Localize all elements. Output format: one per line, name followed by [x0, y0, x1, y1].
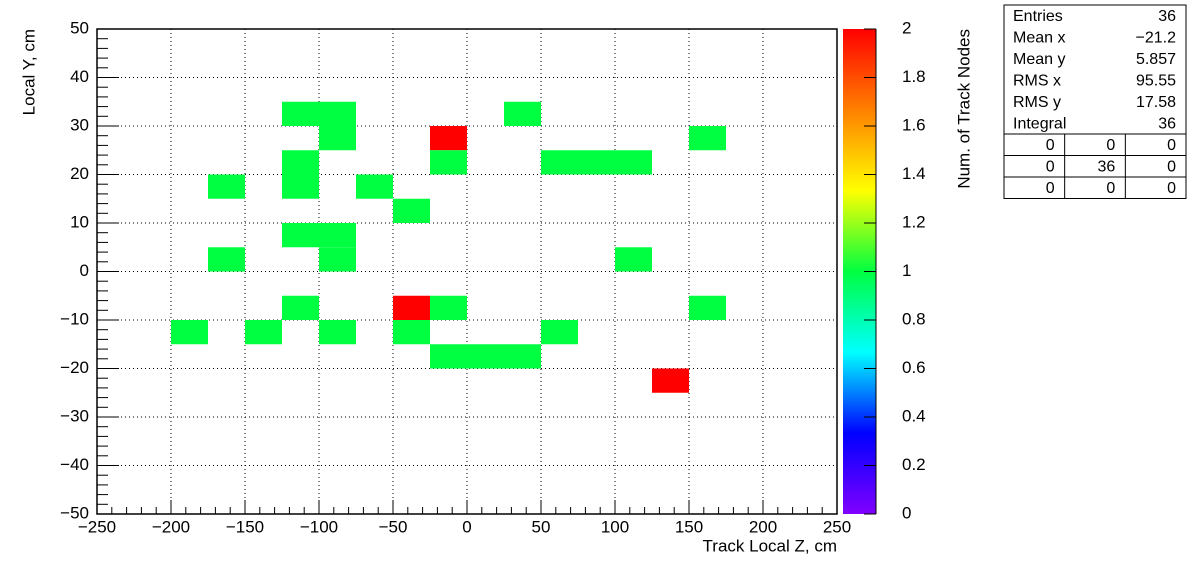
stat-value: 36 [1158, 115, 1176, 132]
overflow-count: 0 [1046, 158, 1055, 175]
heatmap-cell [282, 150, 319, 175]
stat-value: −21.2 [1136, 29, 1177, 46]
heatmap-cell [208, 174, 245, 199]
z-tick-label: 0 [902, 503, 911, 522]
heatmap-cell [319, 126, 356, 151]
heatmap-cell [430, 295, 467, 320]
stat-name: Mean y [1013, 51, 1065, 68]
z-tick-label: 1.6 [902, 115, 926, 134]
z-tick-label: 0.4 [902, 406, 926, 425]
stat-value: 5.857 [1136, 51, 1176, 68]
stat-name: Mean x [1013, 29, 1065, 46]
y-tick-label: 10 [70, 212, 89, 231]
heatmap-cell [430, 344, 467, 369]
x-tick-label: 150 [675, 517, 703, 536]
stat-name: RMS y [1013, 94, 1061, 111]
x-tick-label: 0 [462, 517, 471, 536]
heatmap-cell [282, 223, 319, 248]
heatmap-cell [282, 174, 319, 199]
stat-value: 36 [1158, 8, 1176, 25]
overflow-count: 0 [1167, 137, 1176, 154]
x-tick-label: 50 [532, 517, 551, 536]
overflow-count: 0 [1106, 137, 1115, 154]
z-axis-title: Num. of Track Nodes [954, 29, 973, 189]
heatmap-cell [393, 320, 430, 345]
y-tick-label: 20 [70, 164, 89, 183]
x-tick-label: −250 [78, 517, 116, 536]
y-tick-label: 0 [80, 261, 89, 280]
heatmap-cell [356, 174, 393, 199]
heatmap-cell [541, 150, 578, 175]
heatmap-cell [171, 320, 208, 345]
x-tick-label: −50 [379, 517, 408, 536]
z-tick-label: 1.4 [902, 164, 926, 183]
heatmap-cell [430, 150, 467, 175]
heatmap-cell [319, 101, 356, 126]
stat-name: RMS x [1013, 72, 1061, 89]
overflow-count: 0 [1046, 137, 1055, 154]
heatmap-cell [578, 150, 615, 175]
heatmap-cell [319, 247, 356, 272]
stat-name: Entries [1013, 8, 1063, 25]
heatmap-cell [393, 295, 430, 320]
x-tick-label: −100 [300, 517, 338, 536]
z-tick-label: 0.2 [902, 455, 926, 474]
y-tick-label: 30 [70, 115, 89, 134]
stats-box [1003, 4, 1187, 199]
heatmap-cell [245, 320, 282, 345]
y-axis-title: Local Y, cm [19, 29, 38, 115]
x-tick-label: 250 [823, 517, 851, 536]
z-tick-label: 1 [902, 261, 911, 280]
y-tick-label: −40 [60, 455, 89, 474]
x-tick-label: 100 [601, 517, 629, 536]
y-tick-label: −30 [60, 406, 89, 425]
z-tick-label: 2 [902, 18, 911, 37]
z-tick-label: 1.8 [902, 67, 926, 86]
z-tick-label: 0.8 [902, 309, 926, 328]
y-tick-label: −50 [60, 503, 89, 522]
heatmap-cell [689, 295, 726, 320]
heatmap-cell [467, 344, 504, 369]
heatmap-cell [689, 126, 726, 151]
overflow-count: 36 [1098, 158, 1116, 175]
overflow-count: 0 [1167, 180, 1176, 197]
y-tick-label: 50 [70, 18, 89, 37]
stat-value: 17.58 [1136, 94, 1176, 111]
x-tick-label: 200 [749, 517, 777, 536]
overflow-count: 0 [1106, 180, 1115, 197]
heatmap-cell [430, 126, 467, 151]
y-tick-label: 40 [70, 67, 89, 86]
stat-value: 95.55 [1136, 72, 1176, 89]
stat-name: Integral [1013, 115, 1066, 132]
heatmap-cell [615, 150, 652, 175]
heatmap-cell [282, 101, 319, 126]
y-tick-label: −20 [60, 358, 89, 377]
heatmap-cell [208, 247, 245, 272]
heatmap-cell [541, 320, 578, 345]
y-tick-label: −10 [60, 309, 89, 328]
heatmap-cell [393, 198, 430, 223]
heatmap-cell [319, 320, 356, 345]
heatmap-cell [319, 223, 356, 248]
z-tick-label: 1.2 [902, 212, 926, 231]
heatmap-cell [504, 101, 541, 126]
x-tick-label: −150 [226, 517, 264, 536]
overflow-count: 0 [1046, 180, 1055, 197]
overflow-count: 0 [1167, 158, 1176, 175]
z-tick-label: 0.6 [902, 358, 926, 377]
heatmap-cell [504, 344, 541, 369]
heatmap-cell [282, 295, 319, 320]
x-axis-title: Track Local Z, cm [703, 536, 837, 555]
x-tick-label: −200 [152, 517, 190, 536]
heatmap-cell [615, 247, 652, 272]
heatmap-cell [652, 368, 689, 393]
